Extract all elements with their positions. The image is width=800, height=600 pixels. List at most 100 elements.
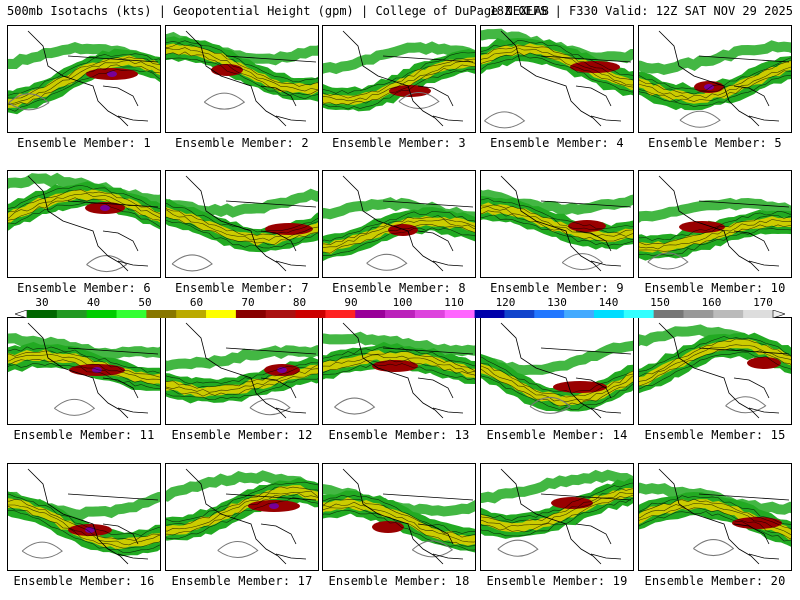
ensemble-map-panel [322, 463, 476, 571]
height-contour [323, 494, 475, 534]
gray-contour [54, 398, 96, 416]
height-contour [323, 52, 475, 94]
ensemble-member-label: Ensemble Member: 2 [175, 136, 309, 150]
product-title: 500mb Isotachs (kts) | Geopotential Heig… [7, 4, 549, 18]
height-contour [8, 506, 160, 549]
height-contour [323, 359, 475, 376]
height-contour [481, 204, 633, 234]
ensemble-member-label: Ensemble Member: 19 [486, 574, 628, 588]
gray-contour [561, 253, 604, 271]
height-contour [481, 39, 633, 77]
height-contour [323, 68, 475, 110]
gray-contour [86, 255, 128, 273]
map-svg [639, 468, 791, 565]
coastline-outline [342, 175, 474, 272]
map-svg [166, 468, 318, 565]
ensemble-map-panel [638, 317, 792, 425]
height-contour [481, 362, 633, 398]
legend-tick-label: 100 [392, 296, 413, 309]
ensemble-map-panel [638, 25, 792, 133]
legend-color-swatch [444, 310, 476, 318]
ensemble-member-label: Ensemble Member: 5 [648, 136, 782, 150]
legend-color-swatch [86, 310, 118, 318]
coastline-outline [27, 175, 159, 272]
jet-stream-band [481, 28, 633, 64]
jet-core-yellow [166, 364, 318, 398]
legend-right-arrow [772, 310, 785, 318]
jet-max-purple [100, 205, 110, 211]
legend-color-swatch [325, 310, 356, 318]
height-contour [323, 510, 475, 551]
legend-color-swatch [116, 310, 147, 318]
height-contour [8, 354, 160, 380]
height-contour [323, 211, 475, 242]
legend-color-swatch [504, 310, 535, 318]
height-contour [481, 214, 633, 246]
legend-color-swatch [265, 310, 297, 318]
height-contour [166, 216, 318, 246]
height-contour [166, 57, 318, 100]
map-header: 500mb Isotachs (kts) | Geopotential Heig… [7, 4, 793, 20]
height-contour [8, 60, 160, 105]
legend-color-swatch [27, 310, 58, 318]
jet-stream-band [166, 470, 318, 502]
coastline-outline [185, 175, 317, 272]
jet-stream-band [323, 331, 475, 357]
height-contour [323, 346, 475, 367]
height-contour [166, 490, 318, 532]
legend-tick-label: 70 [241, 296, 255, 309]
legend-color-swatch [295, 310, 326, 318]
height-contour [639, 511, 791, 542]
height-contour [481, 47, 633, 86]
height-contour [639, 507, 791, 540]
gray-contour [8, 93, 50, 111]
coastline-outline [185, 468, 317, 565]
jet-max-purple [85, 527, 95, 533]
legend-left-arrow [15, 310, 28, 318]
height-contour [323, 351, 475, 371]
jet-max-red [570, 61, 620, 73]
ensemble-member-label: Ensemble Member: 16 [13, 574, 155, 588]
height-contour [481, 497, 633, 537]
ensemble-map-panel [7, 317, 161, 425]
ensemble-member-label: Ensemble Member: 6 [17, 281, 151, 295]
jet-stream-band [166, 345, 318, 372]
legend-color-bar [15, 310, 785, 318]
height-contour [166, 40, 318, 83]
height-contour [166, 42, 318, 87]
height-contour [166, 209, 318, 241]
coastline-outline [342, 322, 474, 419]
height-contour [481, 368, 633, 407]
legend-color-swatch [743, 310, 774, 318]
ensemble-map-panel [7, 170, 161, 278]
model-valid-time: 18Z GEFS | F330 Valid: 12Z SAT NOV 29 20… [489, 4, 793, 18]
coastline-outline [658, 468, 790, 565]
height-contour [8, 350, 160, 378]
ensemble-member-label: Ensemble Member: 12 [171, 428, 313, 442]
legend-color-swatch [474, 310, 505, 318]
coastline-outline [658, 30, 790, 127]
height-contour [8, 504, 160, 546]
coastline-outline [185, 30, 317, 127]
jet-max-red [372, 360, 418, 372]
ensemble-map-panel [7, 25, 161, 133]
ensemble-member-label: Ensemble Member: 18 [328, 574, 470, 588]
ensemble-map-panel [638, 463, 792, 571]
height-contour [639, 74, 791, 108]
ensemble-map-panel [480, 463, 634, 571]
coastline-outline [27, 468, 159, 565]
jet-max-purple [269, 503, 279, 509]
ensemble-member-label: Ensemble Member: 10 [644, 281, 786, 295]
height-contour [639, 60, 791, 95]
jet-max-red [679, 221, 725, 233]
gray-contour [647, 252, 689, 270]
height-contour [166, 486, 318, 526]
height-contour [639, 219, 791, 250]
gray-contour [529, 396, 571, 414]
height-contour [481, 365, 633, 403]
jet-core-yellow [481, 202, 633, 243]
height-contour [323, 506, 475, 547]
height-contour [166, 378, 318, 401]
legend-color-swatch [593, 310, 625, 318]
legend-tick-label: 130 [547, 296, 567, 309]
